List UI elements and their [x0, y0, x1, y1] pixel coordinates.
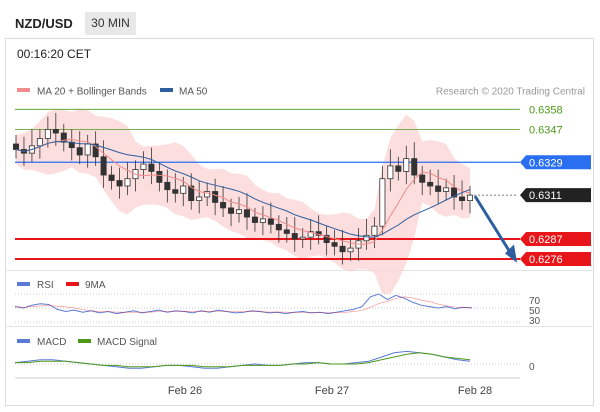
timeframe-button[interactable]: 30 MIN	[85, 12, 136, 35]
level-label: 0.6276	[529, 254, 563, 266]
candle-body	[188, 185, 195, 202]
level-label: 0.6347	[529, 124, 563, 136]
candle-body	[180, 185, 187, 194]
candle-body	[411, 158, 418, 176]
candle-body	[275, 223, 282, 231]
candle-body	[243, 209, 250, 218]
candle-body	[323, 234, 330, 244]
legend-rsi: RSI	[37, 280, 54, 291]
forecast-arrow	[473, 195, 514, 257]
candle-body	[220, 202, 227, 209]
x-tick-feb28: Feb 28	[458, 385, 492, 397]
level-label: 0.6287	[529, 234, 563, 246]
candle-body	[299, 236, 306, 240]
candle-body	[371, 225, 378, 236]
candle-body	[204, 191, 211, 198]
divider	[5, 326, 594, 327]
timestamp: 00:16:20 CET	[17, 47, 92, 61]
legend-swatch-macd-signal	[78, 339, 91, 343]
candle-body	[84, 143, 91, 156]
candle-body	[92, 143, 99, 158]
level-label: 0.6358	[529, 104, 563, 116]
candle-body	[339, 245, 346, 253]
candle-body	[124, 178, 131, 187]
candle-body	[172, 189, 179, 194]
candle-body	[267, 218, 274, 225]
legend-swatch-rsi	[17, 282, 30, 286]
candle-body	[236, 209, 243, 214]
candle-body	[259, 218, 266, 223]
candle-body	[228, 207, 235, 214]
legend-9ma: 9MA	[85, 280, 106, 291]
legend-swatch-ma50	[160, 88, 173, 92]
candle-body	[76, 147, 83, 156]
legend: MA 20 + Bollinger Bands MA 50	[17, 87, 208, 98]
candle-body	[466, 194, 473, 202]
candle-body	[459, 196, 466, 202]
rsi-tick-30: 30	[529, 316, 541, 327]
candle-body	[291, 233, 298, 240]
legend-ma20: MA 20 + Bollinger Bands	[37, 87, 147, 98]
legend-swatch-9ma	[66, 282, 79, 286]
pair-title: NZD/USD	[15, 16, 73, 31]
candle-body	[36, 138, 43, 147]
candle-body	[427, 181, 434, 187]
candle-body	[451, 187, 458, 198]
candle-body	[251, 216, 258, 223]
copyright: Research © 2020 Trading Central	[436, 87, 585, 98]
candle-body	[212, 191, 219, 203]
candle-body	[108, 174, 115, 181]
candle-body	[379, 178, 386, 227]
level-tag	[520, 231, 591, 246]
candle-body	[435, 185, 442, 192]
level-label: 0.6329	[529, 157, 563, 169]
candle-body	[12, 143, 19, 150]
level-tag	[520, 188, 591, 203]
rsi-tick-70: 70	[529, 296, 541, 307]
legend-ma50: MA 50	[179, 87, 208, 98]
candle-body	[331, 242, 338, 247]
candle-body	[156, 170, 163, 183]
forecast-arrowhead	[505, 244, 517, 263]
candle-body	[164, 181, 171, 191]
level-tag	[520, 252, 591, 267]
candle-body	[363, 234, 370, 242]
x-tick-feb27: Feb 27	[315, 385, 349, 397]
candle-body	[148, 163, 155, 172]
legend-macd-signal: MACD Signal	[97, 337, 157, 348]
x-tick-feb26: Feb 26	[168, 385, 202, 397]
candle-body	[347, 247, 354, 253]
candle-body	[116, 180, 123, 187]
candle-body	[196, 196, 203, 202]
macd-tick-0: 0	[529, 362, 535, 373]
candle-body	[307, 231, 314, 238]
macd-signal-line	[15, 352, 471, 368]
candle-body	[403, 158, 410, 172]
rsi-tick-50: 50	[529, 306, 541, 317]
candle-body	[395, 165, 402, 172]
chart-panel	[5, 38, 594, 406]
bollinger-band	[16, 109, 470, 294]
candle-body	[140, 163, 147, 170]
candle-body	[443, 187, 450, 192]
legend-swatch-ma20	[17, 88, 30, 92]
ma50-line	[15, 141, 471, 238]
candle-body	[44, 128, 51, 139]
candle-body	[100, 156, 107, 176]
legend-swatch-macd	[17, 339, 30, 343]
level-tag	[520, 155, 591, 170]
candle-body	[387, 165, 394, 180]
candle-body	[52, 128, 59, 134]
candle-body	[419, 174, 426, 183]
candle-body	[283, 229, 290, 234]
divider	[5, 270, 594, 271]
level-label: 0.6311	[529, 190, 562, 202]
legend-macd: MACD	[37, 337, 66, 348]
rsi-9ma-line	[14, 296, 473, 313]
